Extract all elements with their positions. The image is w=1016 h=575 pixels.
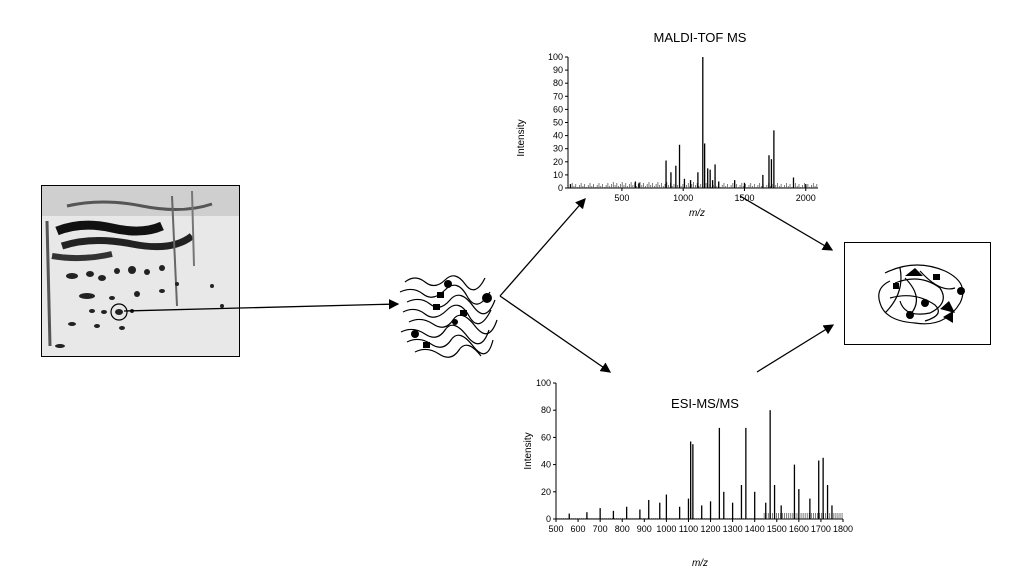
maldi-xtick-label: 1500 xyxy=(734,193,754,203)
maldi-plot: MALDI-TOF MS Intensity m/z 0 10 20 30 40 50 60… xyxy=(516,30,818,219)
esi-ytick-label: 20 xyxy=(541,487,551,497)
esi-ytick-label: 100 xyxy=(536,378,551,388)
maldi-xtick-label: 500 xyxy=(614,193,629,203)
maldi-tof-ms-chart: MALDI-TOF MS Intensity m/z 0 10 20 30 40 50 60… xyxy=(510,28,830,228)
esi-xtick-label: 800 xyxy=(615,524,630,534)
maldi-xtick-label: 1000 xyxy=(673,193,693,203)
maldi-ylabel: Intensity xyxy=(516,119,527,156)
gel-spots xyxy=(42,186,239,356)
maldi-ytick-label: 100 xyxy=(548,52,563,62)
esi-ms-ms-chart: ESI-MS/MS Intensity m/z 0 20 40 60 80 100 500… xyxy=(515,376,855,570)
esi-title: ESI-MS/MS xyxy=(671,396,739,411)
esi-xtick-label: 1800 xyxy=(833,524,853,534)
arrow-to-esi xyxy=(499,295,612,373)
esi-xtick-label: 1000 xyxy=(656,524,676,534)
maldi-ytick-label: 10 xyxy=(553,170,563,180)
protein-structure-icon xyxy=(878,264,965,325)
maldi-ytick-label: 70 xyxy=(553,91,563,101)
maldi-ytick-label: 20 xyxy=(553,157,563,167)
esi-xtick-label: 500 xyxy=(548,524,563,534)
esi-ylabel: Intensity xyxy=(523,432,534,469)
identified-protein-box xyxy=(844,242,991,345)
arrow-gel-to-peptides xyxy=(123,299,400,312)
esi-ytick-label: 80 xyxy=(541,405,551,415)
esi-xtick-label: 1600 xyxy=(789,524,809,534)
esi-xtick-label: 1300 xyxy=(723,524,743,534)
2d-gel-image xyxy=(41,185,240,357)
maldi-ytick-label: 40 xyxy=(553,131,563,141)
esi-plot: ESI-MS/MS Intensity m/z 0 20 40 60 80 100 500… xyxy=(523,378,853,569)
maldi-ytick-label: 30 xyxy=(553,144,563,154)
esi-ytick-label: 0 xyxy=(546,514,551,524)
esi-xtick-label: 900 xyxy=(637,524,652,534)
arrow-maldi-to-protein xyxy=(739,195,834,251)
arrow-esi-to-protein xyxy=(756,324,835,373)
selected-spot-circle xyxy=(110,303,128,321)
maldi-title: MALDI-TOF MS xyxy=(654,30,747,45)
esi-xlabel: m/z xyxy=(692,558,708,569)
maldi-ytick-label: 80 xyxy=(553,78,563,88)
esi-xtick-label: 1200 xyxy=(701,524,721,534)
esi-xtick-label: 700 xyxy=(593,524,608,534)
peptide-mixture-icon xyxy=(399,275,498,358)
maldi-xtick-label: 2000 xyxy=(796,193,816,203)
esi-xtick-label: 1500 xyxy=(767,524,787,534)
esi-xtick-label: 1100 xyxy=(679,524,698,534)
maldi-ytick-label: 90 xyxy=(553,65,563,75)
esi-xtick-label: 1400 xyxy=(745,524,765,534)
esi-ytick-label: 40 xyxy=(541,460,551,470)
esi-ytick-label: 60 xyxy=(541,432,551,442)
esi-xtick-label: 1700 xyxy=(811,524,831,534)
arrow-to-maldi xyxy=(499,198,586,297)
maldi-ytick-label: 60 xyxy=(553,104,563,114)
esi-xtick-label: 600 xyxy=(571,524,586,534)
maldi-ytick-label: 50 xyxy=(553,118,563,128)
maldi-xlabel: m/z xyxy=(689,208,705,219)
maldi-ytick-label: 0 xyxy=(558,183,563,193)
